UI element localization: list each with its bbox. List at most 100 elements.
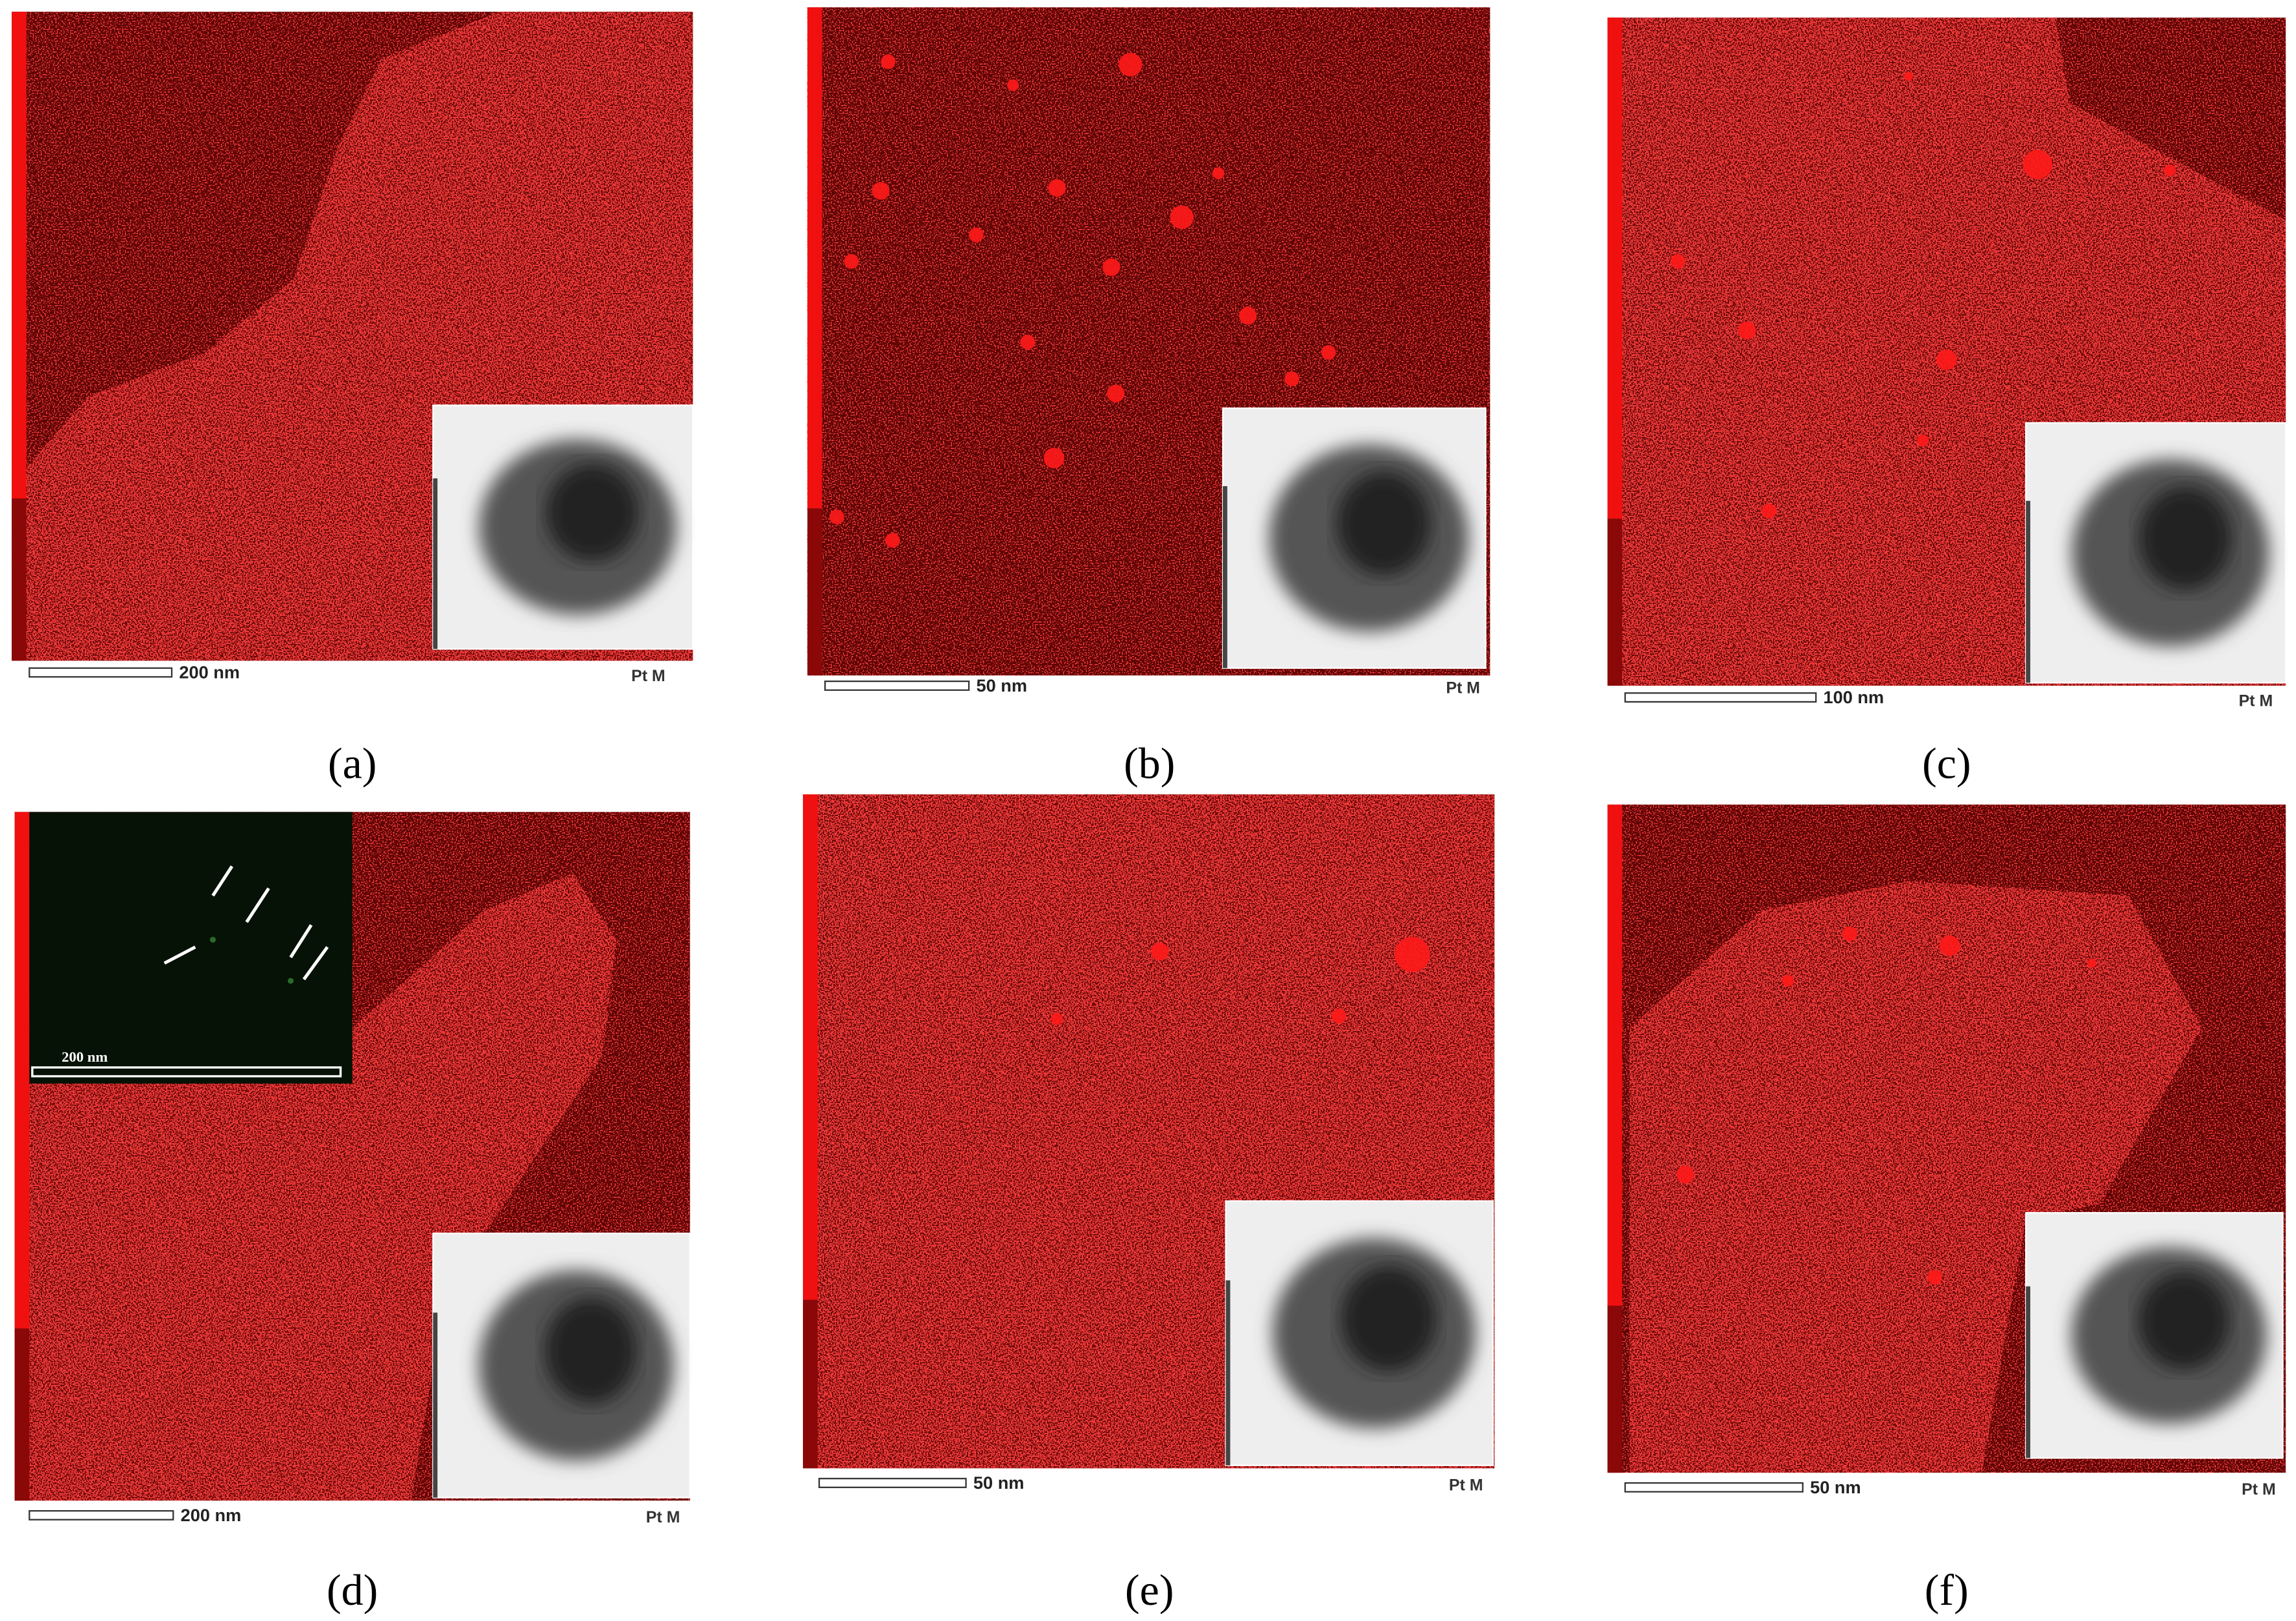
pt-cluster [1212,167,1225,180]
pt-cluster [1761,504,1777,519]
panel: 200 nm Pt M (d) 200 nm [14,811,691,1615]
pt-cluster [2087,959,2096,968]
pt-cluster [1738,321,1756,340]
arrow [289,924,313,959]
pt-cluster [881,54,896,69]
pt-cluster [1917,434,1929,447]
color-strip [803,794,818,1300]
pt-cluster [1927,1270,1943,1285]
pt-cluster [1936,349,1957,370]
pt-cluster [969,227,984,242]
scale-bar-label: 50 nm [976,675,1027,695]
scale-bar-label: 100 nm [1824,687,1884,707]
pt-cluster [1043,447,1065,469]
pt-cluster [1676,1165,1695,1184]
element-label: Pt M [1449,1476,1483,1494]
color-strip [14,811,30,1329]
pt-cluster [1107,384,1125,402]
scale-bar-label: 200 nm [181,1505,242,1525]
panel-label: (a) [328,739,377,788]
color-strip-low [807,508,822,676]
pt-cluster [1395,937,1430,972]
arrow [211,865,234,897]
inset-particle-core [2138,486,2232,590]
inset-particle-core [1340,1265,1437,1371]
inset-particle-core [2137,1272,2231,1370]
pt-cluster [872,181,890,200]
element-label: Pt M [2239,692,2273,710]
element-label: Pt M [646,1508,680,1526]
element-label: Pt M [2242,1480,2276,1499]
tem-dot [288,977,294,984]
panel: 50 nm Pt M (f) [1607,804,2286,1615]
color-strip-low [1607,1305,1623,1473]
panel: 50 nm Pt M (b) [807,7,1490,788]
scale-bar-label: 50 nm [1810,1477,1861,1497]
pt-cluster [1331,1009,1347,1023]
element-label: Pt M [1446,679,1480,697]
inset-scale-bar [31,1066,342,1078]
pt-cluster [1151,942,1169,961]
pt-cluster [829,509,844,524]
scale-bar [1624,692,1817,703]
panel-label: (f) [1925,1565,1969,1615]
color-strip [1607,804,1623,1306]
inset-particle-core [544,1298,638,1404]
color-strip-low [12,498,27,661]
arrow [245,887,270,924]
inset-strip [2026,500,2030,683]
inset-strip [2026,1286,2030,1458]
pt-cluster [1102,258,1120,276]
pt-cluster [1321,345,1336,360]
panel: 200 nm Pt M (a) [12,12,694,788]
pt-cluster [1170,205,1194,229]
pt-cluster [2023,150,2052,180]
inset-particle-core [545,463,640,561]
scale-bar [818,1478,967,1488]
pt-cluster [1050,1013,1063,1025]
inset-strip [433,478,438,649]
inset-scale-label: 200 nm [62,1049,108,1065]
inset-strip [1223,486,1227,668]
color-strip [12,12,27,499]
pt-cluster [844,253,859,269]
pt-cluster [1238,307,1257,325]
panel-label: (b) [1124,739,1175,788]
panel: 100 nm Pt M (c) [1607,17,2287,788]
arrow [163,945,196,965]
panel: 50 nm Pt M (e) [803,794,1495,1615]
scale-bar-label: 200 nm [179,662,240,682]
panel-label: (c) [1922,739,1971,788]
color-strip-low [803,1300,818,1469]
pt-cluster [1782,975,1794,987]
pt-cluster [2164,164,2176,176]
pt-cluster [1904,72,1913,81]
scale-bar [29,667,173,678]
pt-cluster [1007,79,1019,91]
panel-label: (e) [1125,1565,1174,1615]
pt-cluster [1670,253,1686,269]
scale-bar [824,681,970,691]
pt-cluster [1020,334,1036,350]
scale-bar [29,1510,174,1521]
pt-cluster [1842,926,1857,942]
color-strip-low [1607,519,1623,686]
pt-cluster [1284,371,1299,386]
pt-cluster [885,533,900,548]
arrow [302,946,329,981]
color-strip [807,7,822,509]
inset-strip [433,1312,438,1498]
inset-particle-core [1336,471,1432,576]
pt-cluster [1048,179,1066,197]
scale-bar [1624,1482,1803,1493]
panel-label: (d) [327,1565,378,1615]
scale-bar-label: 50 nm [973,1473,1025,1493]
color-strip [1607,17,1623,519]
pt-cluster [1939,935,1960,956]
tem-dot [209,937,216,943]
element-label: Pt M [631,667,666,685]
inset-strip [1225,1280,1231,1465]
pt-cluster [1119,52,1142,76]
